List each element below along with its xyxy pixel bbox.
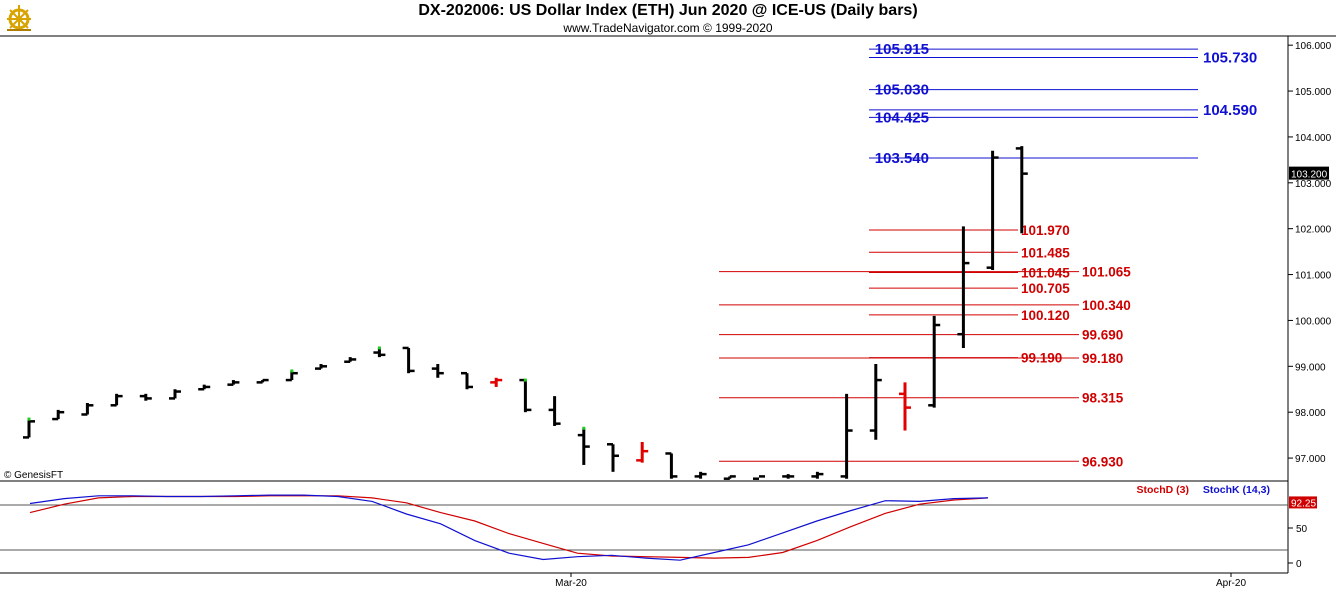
fib-levels: 105.915 105.730 105.030 104.590 104.425 103.5… [719,41,1257,469]
genesis-credit: © GenesisFT [4,470,63,481]
pivot-dot [377,346,381,350]
stoch-last-value-box [1289,496,1317,509]
price-tick-label: 103.000 [1295,179,1332,190]
ohlc-bar [490,377,503,387]
blue-level-label: 105.730 [1203,50,1257,67]
price-tick-label: 106.000 [1295,41,1332,52]
ohlc-bar [52,409,65,421]
ohlc-bar [607,443,619,472]
chart-header: DX-202006: US Dollar Index (ETH) Jun 202… [0,0,1336,36]
last-price-label: 103.200 [1291,170,1328,181]
ohlc-bar [899,382,911,431]
red-level-label: 101.045 [1021,265,1070,280]
stoch-legend-k: StochK (14,3) [1203,484,1270,496]
ohlc-bar [840,393,853,479]
ohlc-bar [665,452,678,479]
price-tick-label: 101.000 [1295,271,1332,282]
time-tick-label: Mar-20 [555,578,587,589]
ohlc-bar [577,426,590,465]
price-tick-label: 104.000 [1295,133,1332,144]
ohlc-bar [869,364,882,440]
price-tick-label: 105.000 [1295,87,1332,98]
ohlc-bar [285,369,298,382]
blue-level-label: 104.425 [875,109,929,126]
pivot-dot [27,417,31,421]
ohlc-bar [461,371,473,390]
pivot-dot [523,378,527,382]
red-level-label: 101.485 [1021,245,1070,260]
ohlc-bar [373,346,386,358]
red-level-label: 96.930 [1082,454,1123,469]
stoch-tick-label: 0 [1296,559,1302,570]
stoch-tick-label: 50 [1296,524,1308,535]
red-level-label: 101.065 [1082,265,1131,280]
ohlc-bar [519,378,532,413]
ohlc-bar [811,471,824,479]
ohlc-bar [636,442,649,463]
ohlc-bar [81,403,94,416]
blue-level-label: 104.590 [1203,102,1257,119]
ohlc-bar [723,475,736,480]
blue-level-label: 105.030 [875,82,929,99]
red-level-label: 99.690 [1082,328,1123,343]
chart-title: DX-202006: US Dollar Index (ETH) Jun 202… [418,2,918,19]
chart-subtitle: www.TradeNavigator.com © 1999-2020 [563,21,773,35]
red-level-label: 100.705 [1021,281,1070,296]
ohlc-bar [227,380,240,386]
pivot-dot [290,369,294,373]
price-tick-label: 102.000 [1295,225,1332,236]
ohlc-bar [431,364,444,378]
price-tick-label: 97.000 [1295,454,1326,465]
ohlc-bar [256,378,269,384]
ohlc-bar [198,384,211,391]
ohlc-bar [315,364,327,370]
ohlc-bar [753,475,765,480]
blue-level-label: 103.540 [875,150,929,167]
ohlc-bar [139,393,152,401]
price-tick-label: 100.000 [1295,316,1332,327]
ohlc-bar [694,471,707,479]
last-price-box [1289,166,1329,180]
red-level-label: 101.970 [1021,223,1070,238]
price-tick-label: 98.000 [1295,408,1326,419]
price-tick-label: 99.000 [1295,362,1326,373]
price-bars [23,146,1028,480]
time-tick-label: Apr-20 [1216,578,1246,589]
red-level-label: 100.340 [1082,298,1131,313]
stoch-series-line [29,494,989,561]
ohlc-bar [1015,146,1028,234]
red-level-label: 99.180 [1082,351,1123,366]
red-level-label: 99.190 [1021,351,1062,366]
ohlc-bar [169,389,181,400]
red-level-label: 100.120 [1021,308,1070,323]
ohlc-bar [110,393,123,407]
price-axis: 106.000 105.000 104.000 103.000 102.000 101.0… [1288,41,1332,465]
stoch-legend-d: StochD (3) [1137,484,1190,496]
stoch-last-value-label: 92.25 [1291,498,1316,509]
ohlc-bar [928,315,941,408]
ohlc-bar [344,357,357,363]
ohlc-bar [23,417,35,439]
gold-ship-wheel-logo-icon [7,5,31,31]
pivot-dot [582,426,586,430]
stochastic-panel: StochD (3) StochK (14,3) 50 0 92.25 [29,484,1317,570]
time-axis: Mar-20 Apr-20 [555,573,1246,589]
blue-level-label: 105.915 [875,41,929,58]
ohlc-bar [782,474,795,479]
ohlc-bar [957,226,970,348]
red-level-label: 98.315 [1082,391,1124,406]
ohlc-bar [548,396,561,426]
ohlc-bar [986,150,999,270]
ohlc-bar [402,346,415,374]
